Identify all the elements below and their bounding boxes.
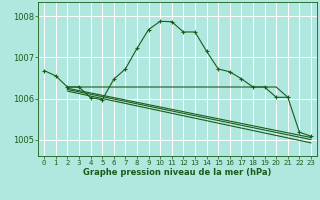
X-axis label: Graphe pression niveau de la mer (hPa): Graphe pression niveau de la mer (hPa) [84, 168, 272, 177]
